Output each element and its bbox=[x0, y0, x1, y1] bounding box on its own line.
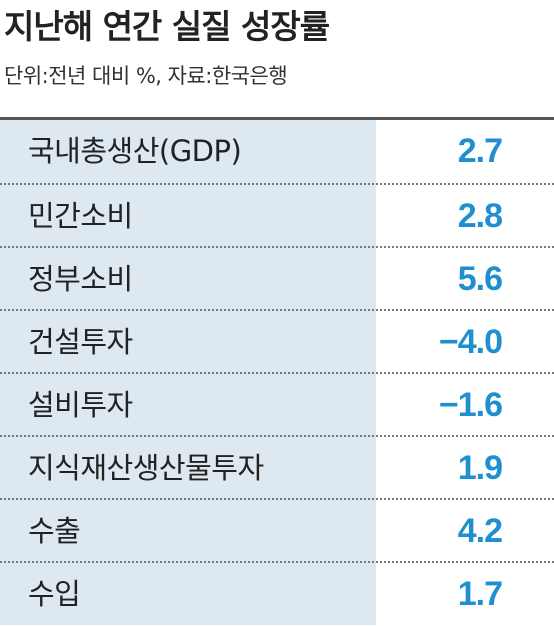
table: 국내총생산(GDP) 2.7 민간소비 2.8 정부소비 5.6 건설투자 −4.0 설비투자 −… bbox=[0, 117, 554, 625]
row-value: 1.7 bbox=[457, 575, 503, 613]
row-value: 1.9 bbox=[457, 449, 503, 487]
row-label: 국내총생산(GDP) bbox=[28, 134, 242, 168]
table-row: 수입 1.7 bbox=[0, 561, 554, 624]
row-value: 2.8 bbox=[457, 197, 503, 235]
row-label: 설비투자 bbox=[28, 388, 133, 422]
row-value: 2.7 bbox=[457, 132, 503, 170]
row-value: −4.0 bbox=[438, 323, 503, 361]
table-row: 정부소비 5.6 bbox=[0, 246, 554, 309]
row-value: 4.2 bbox=[457, 512, 503, 550]
row-value: −1.6 bbox=[438, 386, 503, 424]
row-label: 정부소비 bbox=[28, 262, 133, 296]
table-row: 지식재산생산물투자 1.9 bbox=[0, 435, 554, 498]
table-row: 수출 4.2 bbox=[0, 498, 554, 561]
table-row: 건설투자 −4.0 bbox=[0, 309, 554, 372]
row-label: 수입 bbox=[28, 577, 81, 611]
row-label: 민간소비 bbox=[28, 199, 133, 233]
table-row: 설비투자 −1.6 bbox=[0, 372, 554, 435]
table-row: 민간소비 2.8 bbox=[0, 183, 554, 246]
row-label: 건설투자 bbox=[28, 325, 133, 359]
row-label: 수출 bbox=[28, 514, 81, 548]
title: 지난해 연간 실질 성장률 bbox=[4, 7, 330, 46]
table-row: 국내총생산(GDP) 2.7 bbox=[0, 120, 554, 183]
subtitle: 단위:전년 대비 %, 자료:한국은행 bbox=[4, 64, 288, 88]
row-label: 지식재산생산물투자 bbox=[28, 451, 264, 485]
row-value: 5.6 bbox=[457, 260, 503, 298]
